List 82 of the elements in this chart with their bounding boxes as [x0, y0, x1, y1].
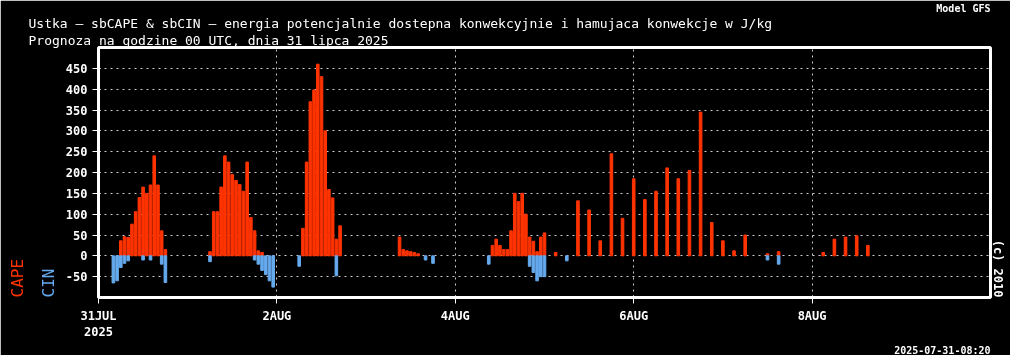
bar — [538, 255, 543, 278]
bar — [520, 192, 524, 257]
bar — [126, 255, 131, 262]
bar — [609, 153, 614, 257]
bar — [208, 255, 212, 263]
bar — [223, 155, 227, 257]
bar — [111, 255, 116, 284]
x-tick-label: 4AUG — [440, 308, 470, 323]
bar — [854, 235, 859, 257]
y-tick-label: 450 — [65, 61, 88, 76]
bar — [531, 240, 536, 257]
bar — [598, 240, 603, 257]
x-tick-label: 31JUL 2025 — [80, 308, 117, 340]
x-tick-label: 8AUG — [797, 308, 827, 323]
bar — [721, 240, 725, 257]
bar — [776, 255, 781, 265]
bar — [512, 192, 517, 257]
y-tick-label: 0 — [80, 249, 88, 264]
y-tick-label: 150 — [65, 186, 88, 201]
bar — [732, 250, 736, 257]
text: Model GFS — [936, 2, 991, 14]
bar — [576, 200, 580, 257]
bar — [565, 255, 569, 262]
bar — [631, 178, 636, 257]
bar — [620, 217, 625, 257]
bar — [843, 236, 848, 257]
bar — [866, 244, 870, 257]
y-tick-label: 350 — [65, 103, 88, 118]
bar — [260, 255, 264, 271]
bar — [412, 252, 417, 257]
bar — [119, 240, 123, 257]
bar — [141, 186, 145, 257]
bar — [297, 255, 301, 267]
bar — [315, 63, 320, 257]
y-tick-label: 50 — [73, 228, 88, 243]
bar — [665, 167, 669, 257]
bar — [397, 236, 402, 257]
chart-title: Ustka – sbCAPE & sbCIN – energia potencjalnie dostepna konwekcyjnie i hamujaca konwekcje w J/kg — [28, 15, 773, 31]
text: CAPE — [7, 258, 27, 298]
bar — [334, 255, 339, 277]
bar — [245, 161, 249, 257]
y-tick-label: 400 — [65, 82, 88, 97]
x-tick-label: 6AUG — [619, 308, 649, 323]
y-tick-label: 200 — [65, 166, 88, 180]
bar — [148, 255, 153, 261]
bar — [553, 252, 558, 257]
bar — [163, 255, 168, 283]
bar — [709, 222, 714, 257]
bar — [765, 255, 770, 261]
bar — [676, 178, 681, 257]
bar — [486, 255, 491, 265]
bar — [587, 209, 591, 257]
bar — [338, 225, 342, 257]
bar — [743, 234, 747, 257]
y-tick-label: 250 — [65, 145, 88, 160]
annotation: (c) 2010 — [990, 239, 1005, 298]
x-tick-label: 2AUG — [262, 308, 292, 323]
bar — [252, 255, 257, 261]
bar — [494, 238, 498, 257]
bar — [832, 238, 837, 257]
bar — [431, 255, 435, 264]
bar — [535, 255, 539, 282]
y-tick-label: -50 — [65, 270, 88, 285]
y-tick-label: 300 — [65, 124, 88, 139]
bar — [821, 252, 826, 257]
bar — [423, 255, 428, 261]
text: 2025-07-31-08:20 — [894, 344, 991, 356]
bar — [643, 199, 647, 257]
text: CIN — [38, 268, 58, 298]
bar — [405, 250, 409, 257]
bar — [698, 111, 703, 257]
bar — [115, 255, 119, 282]
bar — [687, 169, 692, 257]
bar — [654, 190, 658, 257]
bar — [141, 255, 145, 261]
bar — [271, 255, 275, 288]
bar — [152, 155, 157, 257]
bar — [538, 236, 543, 257]
y-tick-label: 100 — [65, 207, 88, 222]
bar — [122, 255, 127, 264]
chart-subtitle: Prognoza na godzine 00 UTC, dnia 31 lipca 2025 — [28, 32, 389, 48]
bar — [416, 253, 420, 257]
